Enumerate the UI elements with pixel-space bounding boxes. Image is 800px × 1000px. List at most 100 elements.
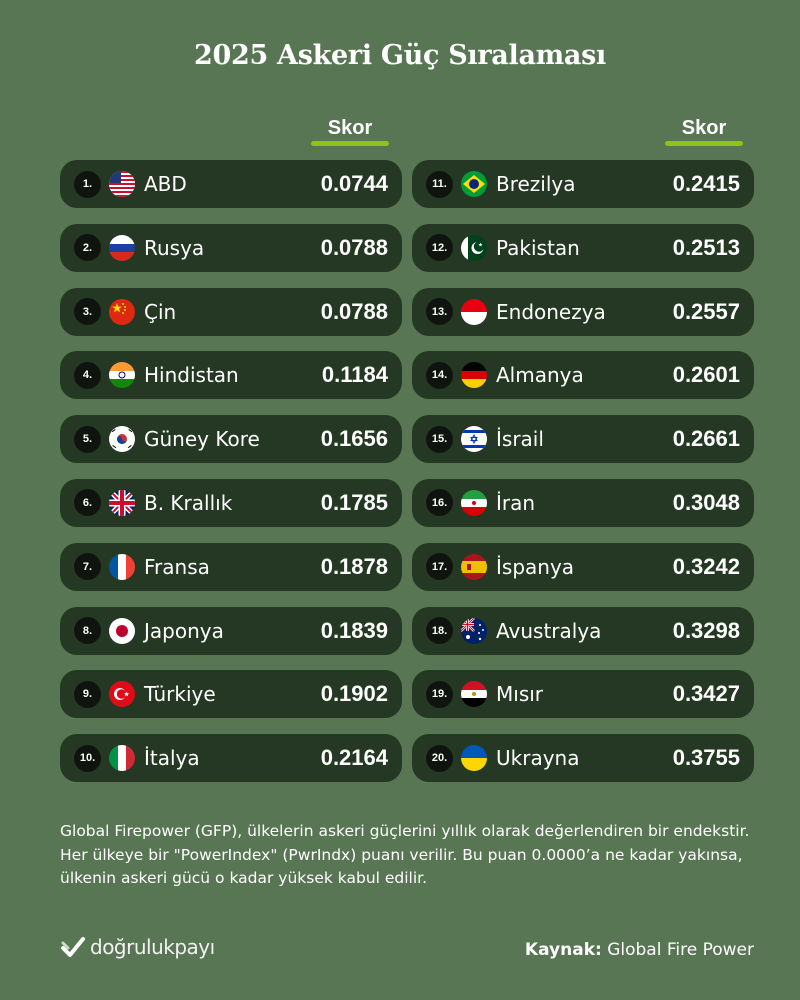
- country-name: Mısır: [496, 682, 544, 707]
- score-value: 0.2557: [672, 298, 740, 324]
- turkey-flag-icon: [109, 681, 135, 708]
- country-name: Almanya: [496, 363, 584, 388]
- score-value: 0.0788: [320, 298, 388, 324]
- rank-badge: 15.: [426, 425, 453, 453]
- rank-badge: 11.: [426, 170, 453, 198]
- ranking-row: 19. Mısır 0.3427: [412, 670, 754, 719]
- country-name: Japonya: [144, 618, 224, 643]
- ranking-row: 14. Almanya 0.2601: [412, 351, 754, 400]
- indonesia-flag-icon: [461, 298, 487, 325]
- score-value: 0.3298: [672, 617, 740, 643]
- germany-flag-icon: [461, 362, 487, 389]
- rank-badge: 7.: [74, 553, 101, 581]
- rank-badge: 4.: [74, 361, 101, 389]
- ranking-row: 20. Ukrayna 0.3755: [412, 734, 754, 783]
- score-value: 0.2661: [672, 426, 740, 452]
- rank-badge: 18.: [426, 617, 453, 645]
- ranking-row: 4. Hindistan 0.1184: [60, 351, 402, 400]
- rank-badge: 19.: [426, 680, 453, 708]
- score-value: 0.1184: [321, 362, 388, 388]
- italy-flag-icon: [109, 745, 135, 772]
- rank-badge: 1.: [74, 170, 101, 198]
- score-value: 0.3242: [672, 553, 740, 579]
- iran-flag-icon: [461, 489, 487, 516]
- country-name: Çin: [144, 299, 177, 324]
- ranking-row: 6. B. Krallık 0.1785: [60, 478, 402, 527]
- rank-badge: 3.: [74, 298, 101, 326]
- score-value: 0.3755: [672, 745, 740, 771]
- ranking-row: 9. Türkiye 0.1902: [60, 670, 402, 719]
- egypt-flag-icon: [461, 681, 487, 708]
- description-note: Global Firepower (GFP), ülkelerin askeri…: [60, 822, 750, 887]
- score-value: 0.1878: [320, 553, 388, 579]
- ranking-row: 7. Fransa 0.1878: [60, 542, 402, 591]
- ranking-row: 16. İran 0.3048: [412, 478, 754, 527]
- country-name: Rusya: [144, 235, 205, 260]
- score-header-left-underline: [311, 141, 389, 146]
- south-korea-flag-icon: [109, 426, 135, 453]
- rank-badge: 9.: [74, 680, 101, 708]
- ranking-row: 8. Japonya 0.1839: [60, 606, 402, 655]
- check-logo-icon: [61, 937, 85, 957]
- pakistan-flag-icon: [461, 234, 487, 261]
- country-name: Pakistan: [496, 235, 580, 260]
- source-value: Global Fire Power: [607, 940, 754, 960]
- australia-flag-icon: [461, 617, 487, 644]
- score-value: 0.1785: [320, 489, 388, 515]
- ranking-row: 17. İspanya 0.3242: [412, 542, 754, 591]
- score-header-right: Skor: [665, 117, 743, 146]
- country-name: Güney Kore: [144, 427, 260, 452]
- rank-badge: 14.: [426, 361, 453, 389]
- brazil-flag-icon: [461, 171, 487, 197]
- rank-badge: 5.: [74, 425, 101, 453]
- ranking-row: 10. İtalya 0.2164: [60, 734, 402, 783]
- score-header-right-underline: [665, 141, 743, 146]
- russia-flag-icon: [109, 234, 135, 261]
- country-name: Avustralya: [496, 618, 602, 643]
- country-name: Türkiye: [144, 682, 216, 707]
- rank-badge: 8.: [74, 617, 101, 645]
- source-credit: Kaynak: Global Fire Power: [525, 940, 754, 960]
- country-name: İsrail: [496, 427, 544, 452]
- score-value: 0.1839: [320, 617, 388, 643]
- ukraine-flag-icon: [461, 745, 487, 772]
- score-value: 0.3427: [672, 681, 740, 707]
- page-title: 2025 Askeri Güç Sıralaması: [194, 40, 606, 71]
- score-value: 0.1902: [320, 681, 388, 707]
- rank-badge: 10.: [74, 744, 101, 772]
- country-name: B. Krallık: [144, 490, 233, 515]
- score-value: 0.2415: [672, 171, 740, 196]
- spain-flag-icon: [461, 553, 487, 580]
- score-header-right-label: Skor: [681, 117, 727, 139]
- score-value: 0.2601: [672, 362, 740, 388]
- score-value: 0.3048: [672, 489, 740, 515]
- source-label: Kaynak:: [524, 940, 602, 960]
- score-value: 0.2164: [320, 745, 388, 771]
- country-name: İspanya: [496, 554, 575, 579]
- country-name: İtalya: [144, 746, 200, 771]
- japan-flag-icon: [109, 617, 135, 644]
- rank-badge: 17.: [426, 553, 453, 581]
- score-header-left-label: Skor: [327, 117, 373, 139]
- ranking-list-right: 11. Brezilya 0.2415 12. Pakistan 0.2513 13. End…: [412, 160, 754, 798]
- ranking-row: 13. Endonezya 0.2557: [412, 287, 754, 336]
- country-name: Fransa: [144, 554, 210, 579]
- ranking-row: 12. Pakistan 0.2513: [412, 223, 754, 272]
- ranking-row: 1. ABD 0.0744: [60, 160, 402, 208]
- rank-badge: 13.: [426, 298, 453, 326]
- usa-flag-icon: [109, 171, 135, 197]
- score-value: 0.0744: [320, 171, 388, 196]
- ranking-row: 2. Rusya 0.0788: [60, 223, 402, 272]
- country-name: İran: [496, 490, 536, 515]
- country-name: Ukrayna: [496, 746, 580, 771]
- rank-badge: 2.: [74, 234, 101, 262]
- ranking-row: 5. Güney Kore 0.1656: [60, 415, 402, 464]
- rank-badge: 20.: [426, 744, 453, 772]
- country-name: ABD: [144, 172, 187, 196]
- country-name: Brezilya: [496, 172, 576, 196]
- country-name: Endonezya: [496, 299, 606, 324]
- uk-flag-icon: [109, 489, 135, 516]
- ranking-row: 18. Avustralya 0.3298: [412, 606, 754, 655]
- score-value: 0.0788: [320, 234, 388, 260]
- score-header-left: Skor: [311, 117, 389, 146]
